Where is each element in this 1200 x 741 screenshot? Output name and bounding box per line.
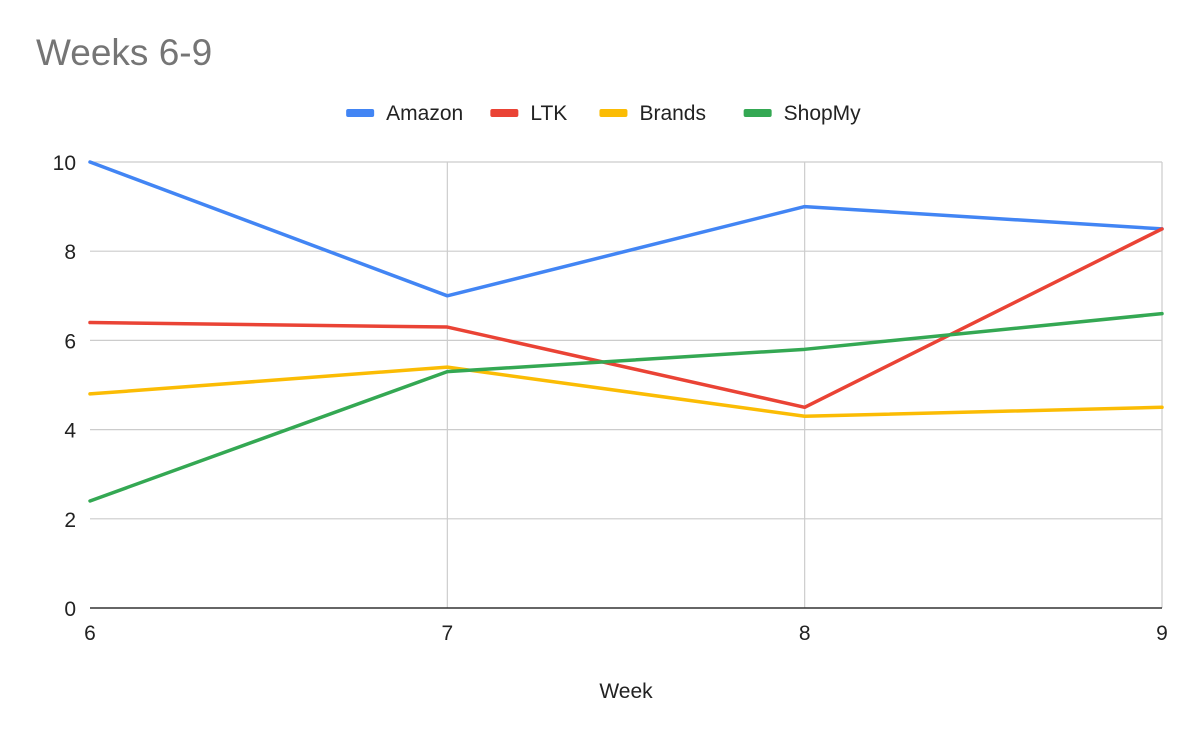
legend-label: ShopMy xyxy=(784,102,862,125)
x-tick-label: 7 xyxy=(441,622,453,645)
legend-item-brands[interactable]: Brands xyxy=(599,102,706,125)
series-line-amazon xyxy=(88,160,1164,298)
x-tick-label: 9 xyxy=(1156,622,1168,645)
y-tick-label: 2 xyxy=(64,509,76,532)
y-tick-label: 10 xyxy=(53,152,76,175)
series-line-shopmy xyxy=(88,311,1164,503)
y-tick-label: 8 xyxy=(64,241,76,264)
series-lines xyxy=(88,160,1164,503)
series-line-ltk xyxy=(88,227,1164,410)
legend-item-ltk[interactable]: LTK xyxy=(490,102,567,125)
legend-swatch xyxy=(490,109,519,117)
legend-swatch xyxy=(599,109,628,117)
axes: 0 2 4 6 8 10 6 7 8 9 xyxy=(53,152,1168,645)
y-tick-label: 0 xyxy=(64,598,76,621)
chart-title: Weeks 6-9 xyxy=(36,32,213,73)
legend-item-amazon[interactable]: Amazon xyxy=(346,102,463,125)
legend-label: Amazon xyxy=(386,102,463,125)
legend-label: LTK xyxy=(530,102,567,125)
x-tick-label: 8 xyxy=(799,622,811,645)
gridlines xyxy=(90,161,1163,608)
x-axis-title: Week xyxy=(599,680,653,703)
y-tick-label: 4 xyxy=(64,420,76,443)
legend[interactable]: Amazon LTK Brands ShopMy xyxy=(346,102,861,125)
legend-label: Brands xyxy=(639,102,706,125)
legend-item-shopmy[interactable]: ShopMy xyxy=(743,102,862,125)
y-tick-label: 6 xyxy=(64,330,76,353)
series-line-brands xyxy=(88,365,1164,418)
x-tick-label: 6 xyxy=(84,622,96,645)
legend-swatch xyxy=(346,109,375,117)
legend-swatch xyxy=(743,109,772,117)
